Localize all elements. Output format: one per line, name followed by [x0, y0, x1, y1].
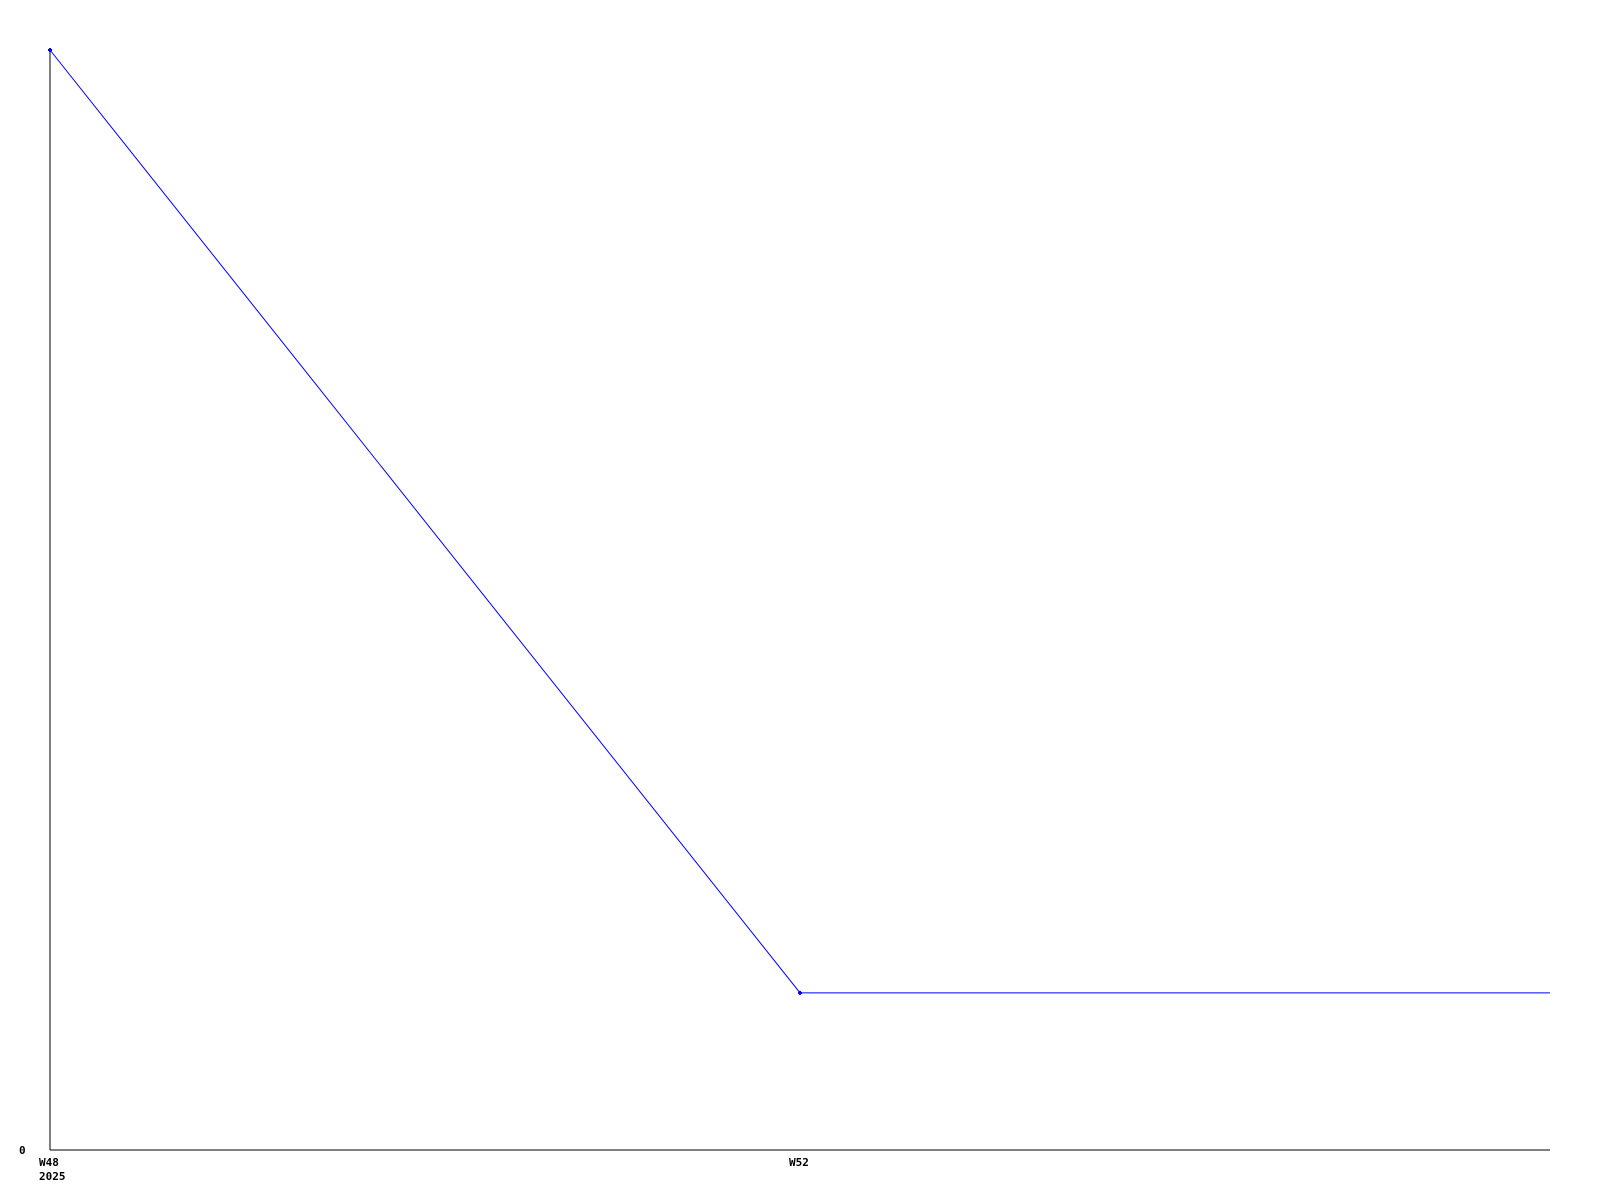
x-tick-sublabel: 2025 — [39, 1170, 66, 1183]
x-tick-label: W48 — [39, 1156, 59, 1169]
data-point — [798, 990, 802, 995]
series-line — [49, 49, 1550, 994]
data-point — [48, 48, 52, 52]
y-tick-label: 0 — [19, 1144, 26, 1157]
x-tick-label: W52 — [789, 1156, 809, 1169]
